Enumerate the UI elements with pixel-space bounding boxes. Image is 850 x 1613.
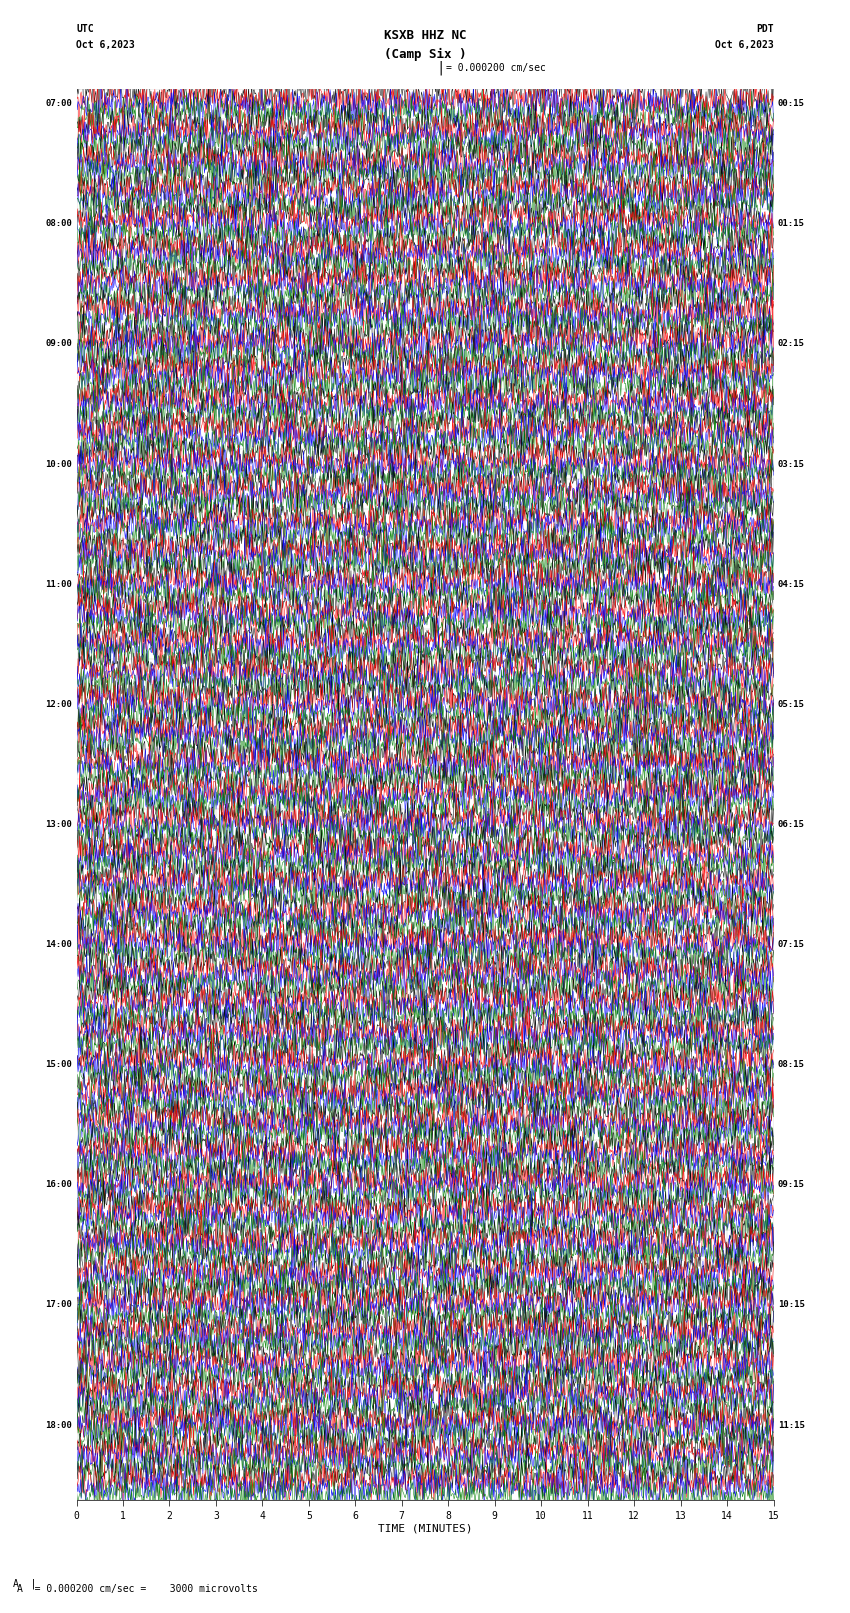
Text: 15:00: 15:00 [45, 1060, 72, 1069]
Text: |: | [436, 61, 445, 74]
Text: 00:15: 00:15 [778, 100, 805, 108]
Text: (Camp Six ): (Camp Six ) [383, 48, 467, 61]
Text: UTC: UTC [76, 24, 94, 34]
Text: A  = 0.000200 cm/sec =    3000 microvolts: A = 0.000200 cm/sec = 3000 microvolts [17, 1584, 258, 1594]
Text: 11:15: 11:15 [778, 1421, 805, 1429]
Text: 02:15: 02:15 [778, 339, 805, 348]
Text: 05:15: 05:15 [778, 700, 805, 708]
Text: 08:15: 08:15 [778, 1060, 805, 1069]
Text: 10:00: 10:00 [45, 460, 72, 469]
Text: 07:00: 07:00 [45, 100, 72, 108]
Text: 06:15: 06:15 [778, 819, 805, 829]
Text: 10:15: 10:15 [778, 1300, 805, 1310]
Text: Oct 6,2023: Oct 6,2023 [76, 40, 135, 50]
Text: 16:00: 16:00 [45, 1181, 72, 1189]
Text: 03:15: 03:15 [778, 460, 805, 469]
Text: 14:00: 14:00 [45, 940, 72, 948]
Text: 09:15: 09:15 [778, 1181, 805, 1189]
Text: 11:00: 11:00 [45, 579, 72, 589]
Text: 13:00: 13:00 [45, 819, 72, 829]
Text: A  |: A | [13, 1578, 37, 1589]
X-axis label: TIME (MINUTES): TIME (MINUTES) [377, 1523, 473, 1534]
Text: 12:00: 12:00 [45, 700, 72, 708]
Text: 07:15: 07:15 [778, 940, 805, 948]
Text: = 0.000200 cm/sec: = 0.000200 cm/sec [446, 63, 546, 73]
Text: PDT: PDT [756, 24, 774, 34]
Text: 08:00: 08:00 [45, 219, 72, 229]
Text: 01:15: 01:15 [778, 219, 805, 229]
Text: 09:00: 09:00 [45, 339, 72, 348]
Text: 17:00: 17:00 [45, 1300, 72, 1310]
Text: Oct 6,2023: Oct 6,2023 [715, 40, 774, 50]
Text: 04:15: 04:15 [778, 579, 805, 589]
Text: 18:00: 18:00 [45, 1421, 72, 1429]
Text: KSXB HHZ NC: KSXB HHZ NC [383, 29, 467, 42]
